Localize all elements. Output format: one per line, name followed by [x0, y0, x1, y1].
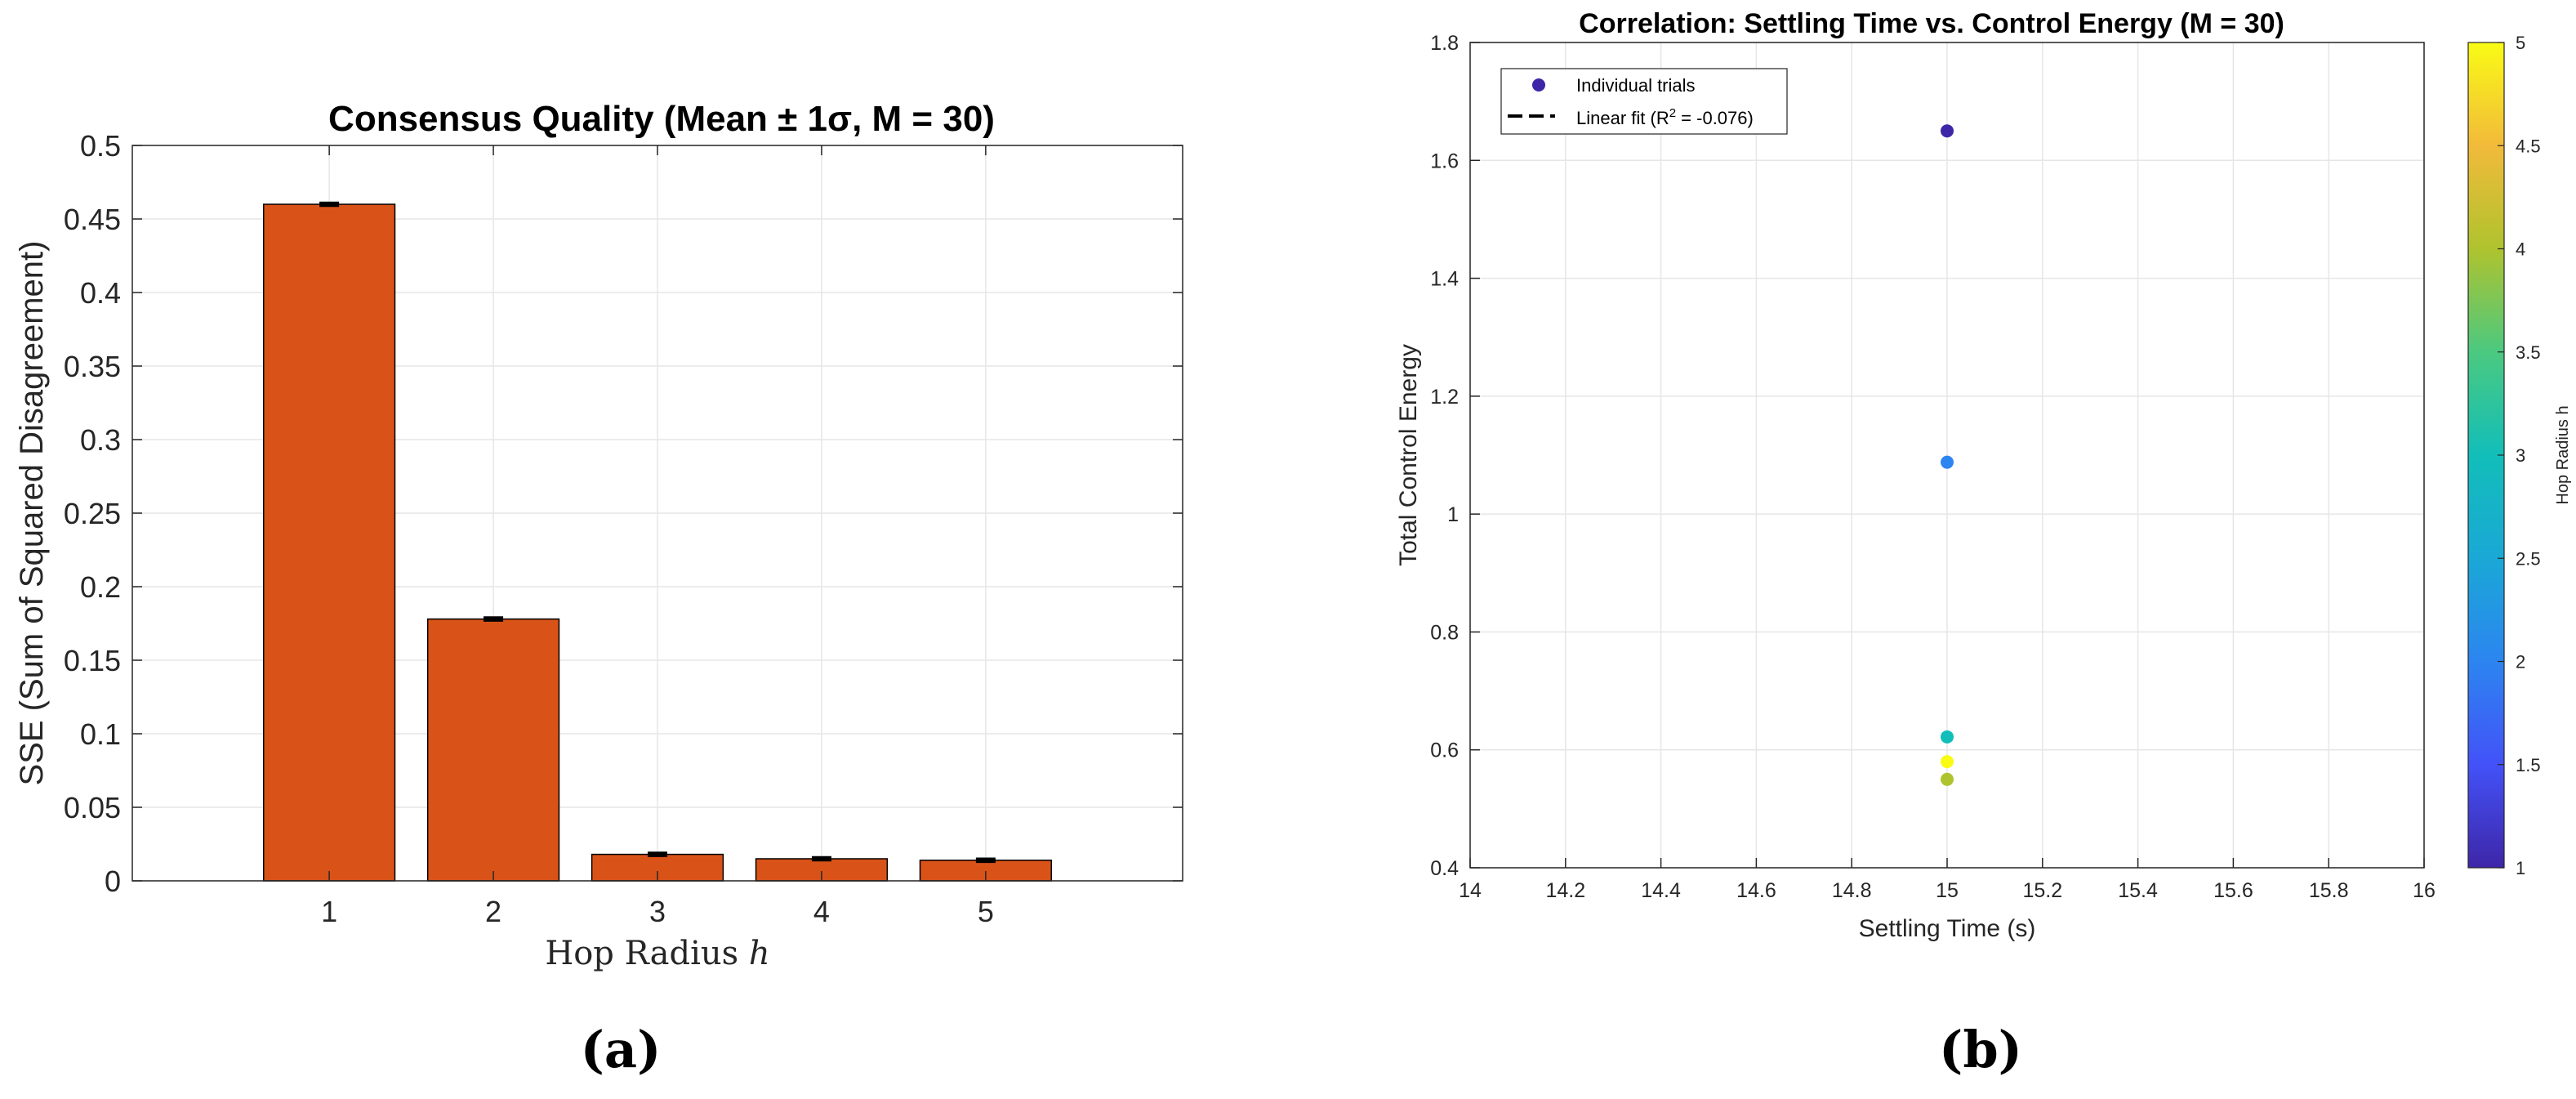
y-tick-label: 0.05: [64, 791, 121, 824]
colorbar-tick-label: 4.5: [2516, 136, 2541, 156]
y-tick-label: 1.6: [1430, 150, 1459, 172]
x-tick-label: 14.8: [1832, 879, 1872, 902]
x-tick-label: 14.6: [1736, 879, 1776, 902]
legend-label-individual-trials: Individual trials: [1576, 75, 1696, 96]
x-axis-ticks: 14 14.2 14.4 14.6 14.8 15 15.2 15.4 15.6 15.8 16: [1459, 858, 2436, 902]
y-tick-label: 1.4: [1430, 268, 1459, 291]
colorbar-tick-label: 2.5: [2516, 548, 2541, 569]
colorbar-tick-label: 3: [2516, 445, 2525, 466]
y-tick-label: 1.2: [1430, 386, 1459, 409]
scatter-point: [1941, 124, 1954, 138]
x-axis-label: Hop Radius h: [545, 935, 769, 972]
y-tick-label: 0.4: [80, 276, 121, 310]
error-bars: [319, 201, 996, 864]
y-tick-label: 0.45: [64, 203, 121, 236]
x-tick-label: 4: [813, 895, 830, 928]
colorbar-tick-label: 2: [2516, 652, 2525, 672]
x-axis-label: Settling Time (s): [1859, 915, 2036, 942]
y-axis-label: SSE (Sum of Squared Disagreement): [14, 241, 50, 786]
scatter-chart-panel: Correlation: Settling Time vs. Control E…: [1395, 8, 2572, 1079]
legend-box: [1500, 68, 1788, 135]
chart-title: Consensus Quality (Mean ± 1σ, M = 30): [328, 99, 995, 139]
x-tick-label: 15.4: [2118, 879, 2158, 902]
panel-label-b: (b): [1939, 1020, 2022, 1079]
y-tick-label: 0.1: [80, 717, 121, 751]
x-tick-label: 14.4: [1641, 879, 1681, 902]
colorbar-tick-label: 1: [2516, 858, 2525, 878]
x-tick-label: 14: [1459, 879, 1482, 902]
y-tick-label: 0.25: [64, 497, 121, 530]
x-tick-label: 15.6: [2213, 879, 2253, 902]
legend-marker-individual-trials: [1532, 78, 1545, 92]
colorbar-tick-label: 4: [2516, 239, 2525, 260]
x-tick-label: 16: [2413, 879, 2436, 902]
y-tick-label: 0.35: [64, 350, 121, 383]
x-tick-label: 15.2: [2022, 879, 2062, 902]
legend-fit-suffix: = -0.076): [1676, 108, 1754, 128]
colorbar-ticks: 1 1.5 2 2.5 3 3.5 4 4.5 5: [2498, 33, 2541, 878]
y-tick-label: 0.4: [1430, 857, 1459, 880]
bar: [263, 203, 396, 882]
y-tick-label: 0.6: [1430, 739, 1459, 762]
bar-chart-panel: Consensus Quality (Mean ± 1σ, M = 30) 00…: [14, 99, 1183, 1079]
y-tick-label: 0.5: [80, 129, 121, 163]
x-tick-label: 15: [1936, 879, 1959, 902]
y-tick-label: 0.15: [64, 644, 121, 677]
x-tick-label: 1: [321, 895, 337, 928]
scatter-points: [1941, 124, 1954, 786]
y-tick-label: 0: [105, 864, 121, 898]
x-axis-ticks: 1 2 3 4 5: [321, 145, 994, 928]
scatter-point: [1941, 755, 1954, 769]
y-tick-label: 0.2: [80, 570, 121, 604]
x-tick-label: 14.2: [1545, 879, 1585, 902]
x-axis-label-text: Hop Radius: [545, 935, 749, 972]
panel-label-a: (a): [581, 1020, 662, 1079]
y-axis-ticks: 0.4 0.6 0.8 1 1.2 1.4 1.6 1.8: [1430, 32, 1480, 880]
legend: Individual trials Linear fit (R2 = -0.07…: [1500, 68, 1788, 135]
y-tick-label: 1: [1447, 503, 1459, 526]
y-tick-label: 0.3: [80, 423, 121, 457]
colorbar: 1 1.5 2 2.5 3 3.5 4 4.5 5 Hop Radius h: [2467, 33, 2572, 878]
colorbar-tick-label: 3.5: [2516, 342, 2541, 363]
x-tick-label: 5: [978, 895, 994, 928]
y-tick-label: 1.8: [1430, 32, 1459, 55]
colorbar-tick-label: 1.5: [2516, 755, 2541, 775]
x-tick-label: 15.8: [2309, 879, 2349, 902]
bar: [426, 618, 560, 882]
legend-fit-superscript: 2: [1669, 106, 1676, 120]
y-tick-label: 0.8: [1430, 621, 1459, 644]
y-axis-ticks: 0 0.05 0.1 0.15 0.2 0.25 0.3 0.35 0.4 0.45 0.5: [64, 129, 1183, 898]
chart-title: Correlation: Settling Time vs. Control E…: [1579, 8, 2284, 39]
legend-label-linear-fit: Linear fit (R2 = -0.076): [1576, 106, 1754, 128]
x-tick-label: 2: [485, 895, 501, 928]
scatter-point: [1941, 730, 1954, 744]
x-tick-label: 3: [649, 895, 666, 928]
y-axis-label: Total Control Energy: [1395, 344, 1422, 566]
scatter-point: [1941, 772, 1954, 786]
scatter-point: [1941, 455, 1954, 469]
colorbar-label: Hop Radius h: [2554, 405, 2572, 504]
legend-fit-prefix: Linear fit (R: [1576, 108, 1669, 128]
colorbar-tick-label: 5: [2516, 33, 2525, 53]
x-axis-label-variable: h: [749, 935, 770, 972]
